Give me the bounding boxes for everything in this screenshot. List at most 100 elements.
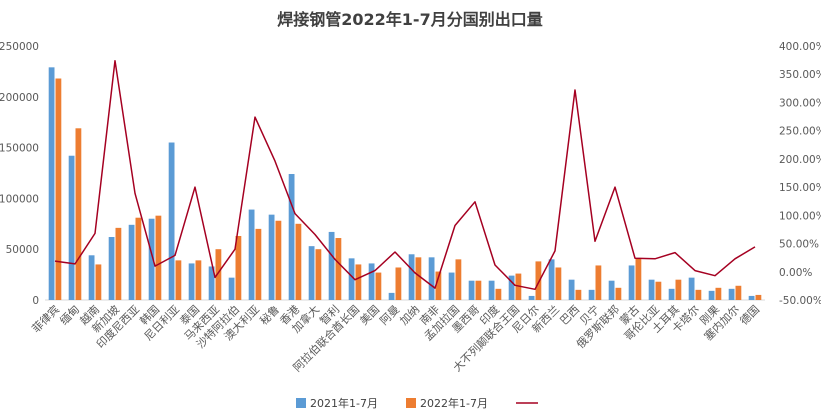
bar-series-2 [215, 249, 222, 300]
legend-swatch-2 [406, 398, 416, 408]
bar-series-1 [628, 265, 635, 300]
left-axis-tick-label: 200000 [0, 92, 39, 104]
bar-series-1 [228, 277, 235, 300]
category-label: 美国 [357, 303, 382, 328]
bar-series-2 [455, 259, 462, 300]
axes-group: 0 50000 100000 150000 200000 250000 -50.00% 0.0… [0, 41, 821, 307]
bar-series-1 [88, 255, 95, 300]
bar-series-1 [708, 290, 715, 300]
right-axis-tick-label: 250.00% [779, 126, 821, 138]
bar-series-2 [535, 261, 542, 300]
bar-series-1 [168, 142, 175, 300]
bar-series-2 [275, 220, 282, 300]
bar-series-1 [328, 231, 335, 300]
bar-series-1 [748, 295, 755, 300]
bar-series-2 [515, 273, 522, 300]
bar-series-2 [155, 215, 162, 300]
bar-series-1 [668, 288, 675, 300]
bar-series-2 [495, 288, 502, 300]
bar-series-1 [648, 279, 655, 300]
bar-series-2 [755, 294, 762, 300]
bar-series-1 [428, 257, 435, 300]
right-axis-tick-label: 350.00% [779, 69, 821, 81]
right-axis-tick-label: 400.00% [779, 41, 821, 53]
category-label: 德国 [737, 302, 762, 327]
bar-series-1 [248, 209, 255, 300]
category-label: 加纳 [397, 303, 422, 328]
bar-series-2 [475, 280, 482, 300]
right-axis-tick-label: 200.00% [779, 154, 821, 166]
bar-series-1 [468, 280, 475, 300]
bar-series-2 [295, 223, 302, 300]
bar-series-1 [208, 266, 215, 300]
bar-series-1 [388, 292, 395, 300]
right-axis-tick-label: 0.00% [779, 267, 812, 279]
bar-series-2 [135, 217, 142, 300]
bar-series-2 [375, 272, 382, 300]
right-axis-tick-label: -50.00% [779, 295, 821, 307]
right-axis-tick-label: 300.00% [779, 97, 821, 109]
bar-series-2 [415, 257, 422, 300]
right-axis-tick-label: 150.00% [779, 182, 821, 194]
bar-series-2 [355, 264, 362, 300]
bar-series-2 [195, 260, 202, 300]
legend-label: 2021年1-7月 [310, 396, 378, 410]
bar-series-2 [655, 281, 662, 300]
category-label: 秘鲁 [257, 302, 282, 327]
bar-series-1 [688, 277, 695, 300]
bar-series-1 [608, 280, 615, 300]
category-labels-group: 菲律宾缅甸越南新加坡印度尼西亚韩国尼日利亚泰国马来西亚沙特阿拉伯澳大利亚秘鲁香港… [29, 302, 762, 374]
bar-series-2 [615, 287, 622, 300]
bar-series-1 [508, 275, 515, 300]
bar-series-1 [268, 214, 275, 300]
bar-series-1 [108, 237, 115, 300]
bar-series-2 [315, 249, 322, 300]
bar-series-2 [695, 289, 702, 300]
left-axis-tick-label: 50000 [6, 244, 39, 256]
category-label: 阿曼 [377, 303, 402, 328]
bar-series-1 [48, 67, 55, 300]
bar-series-1 [308, 246, 315, 300]
bar-series-2 [555, 267, 562, 300]
category-label: 缅甸 [57, 302, 82, 327]
bar-series-1 [488, 280, 495, 300]
growth-rate-line [54, 59, 756, 291]
bar-series-1 [288, 174, 295, 300]
bar-series-1 [528, 295, 535, 300]
bar-series-1 [728, 288, 735, 300]
left-axis-tick-label: 250000 [0, 41, 39, 53]
bar-series-1 [548, 259, 555, 300]
bars-group [48, 67, 762, 301]
bar-series-1 [128, 224, 135, 300]
bar-series-2 [115, 227, 122, 300]
bar-series-2 [395, 267, 402, 300]
bar-series-1 [588, 289, 595, 300]
legend-swatch-1 [296, 398, 306, 408]
bar-series-1 [188, 263, 195, 300]
bar-series-1 [368, 263, 375, 300]
line-group [54, 59, 756, 291]
left-axis-tick-label: 100000 [0, 193, 39, 205]
bar-series-1 [348, 258, 355, 300]
bar-series-2 [595, 265, 602, 300]
chart-title: 焊接钢管2022年1-7月分国别出口量 [277, 10, 542, 29]
bar-series-2 [575, 289, 582, 300]
right-axis-tick-label: 100.00% [779, 210, 821, 222]
left-axis-tick-label: 150000 [0, 143, 39, 155]
bar-series-2 [675, 279, 682, 300]
bar-series-2 [435, 271, 442, 300]
category-label: 巴西 [557, 303, 582, 328]
bar-series-2 [335, 238, 342, 300]
legend: 2021年1-7月 2022年1-7月 [296, 396, 538, 410]
bar-series-2 [635, 258, 642, 300]
bar-series-2 [235, 235, 242, 300]
bar-series-2 [715, 287, 722, 300]
bar-series-1 [448, 272, 455, 300]
bar-series-2 [75, 128, 82, 300]
bar-series-1 [568, 279, 575, 300]
left-axis-tick-label: 0 [32, 295, 39, 307]
bar-series-1 [408, 254, 415, 300]
legend-label: 2022年1-7月 [420, 396, 488, 410]
